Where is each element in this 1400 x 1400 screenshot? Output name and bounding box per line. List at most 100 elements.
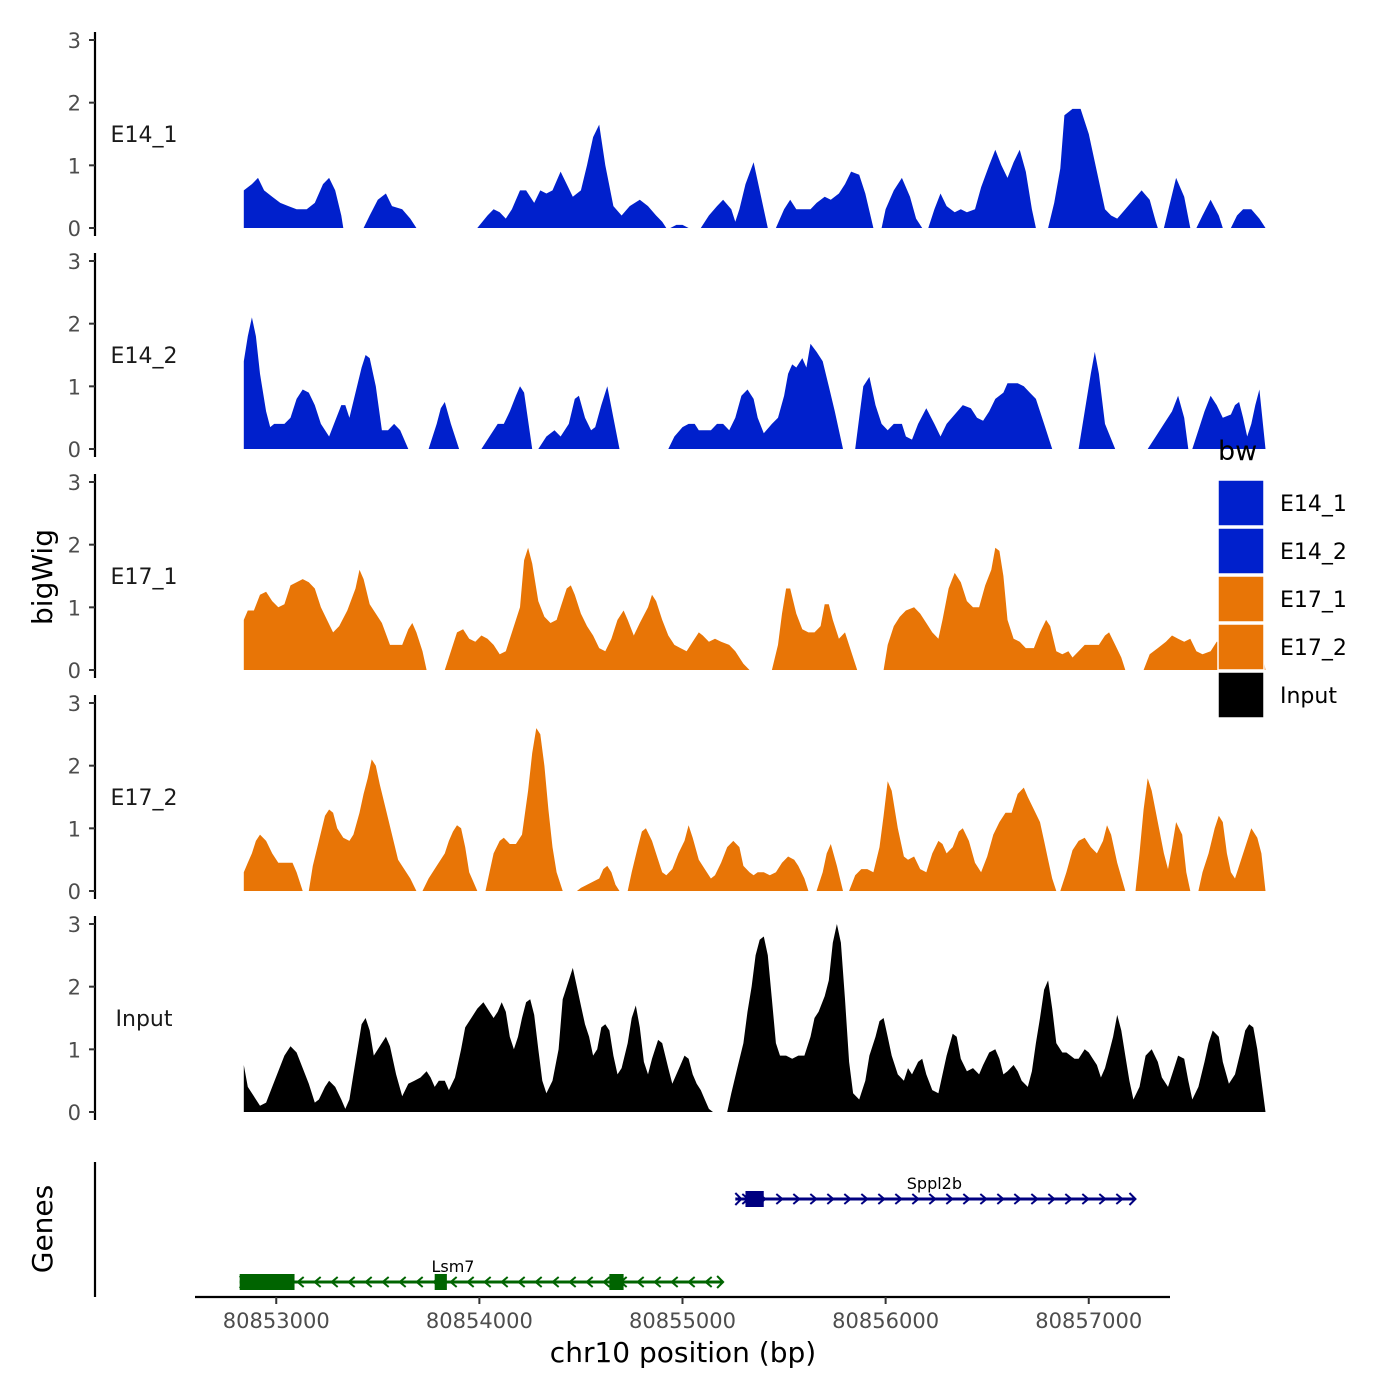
y-tick-label: 3: [68, 250, 81, 274]
y-tick-label: 2: [68, 755, 81, 779]
strand-arrow: [636, 1276, 645, 1288]
y-tick-label: 3: [68, 913, 81, 937]
strand-arrow: [996, 1193, 1005, 1205]
strand-arrow: [398, 1276, 407, 1288]
x-axis-title: chr10 position (bp): [550, 1336, 816, 1369]
y-tick-label: 1: [68, 596, 81, 620]
strand-arrow: [1064, 1193, 1073, 1205]
strand-arrow: [534, 1276, 543, 1288]
strand-arrow: [483, 1276, 492, 1288]
gene-end-cap: [1128, 1192, 1137, 1206]
strand-arrow: [775, 1193, 784, 1205]
strand-arrow: [792, 1193, 801, 1205]
strand-arrow: [877, 1193, 886, 1205]
exon: [239, 1274, 295, 1290]
x-tick-label: 80854000: [426, 1309, 533, 1333]
gene-lsm7: Lsm7: [238, 1257, 725, 1290]
legend-swatch: [1217, 527, 1265, 575]
legend-swatch: [1217, 623, 1265, 671]
legend-label: E17_2: [1280, 636, 1347, 661]
strand-arrow: [962, 1193, 971, 1205]
strand-arrow: [551, 1276, 560, 1288]
strand-arrow: [568, 1276, 577, 1288]
strand-arrow: [653, 1276, 662, 1288]
strand-arrow: [945, 1193, 954, 1205]
strand-arrow: [1115, 1193, 1124, 1205]
legend: bw E14_1 E14_2 E17_1 E17_2 Input: [1217, 436, 1347, 719]
strand-arrow: [843, 1193, 852, 1205]
strand-arrow: [979, 1193, 988, 1205]
strand-arrow: [911, 1193, 920, 1205]
strand-arrow: [894, 1193, 903, 1205]
y-tick-label: 0: [68, 880, 81, 904]
y-tick-label: 2: [68, 313, 81, 337]
y-tick-label: 0: [68, 1101, 81, 1125]
strand-arrow: [347, 1276, 356, 1288]
x-tick-label: 80855000: [629, 1309, 736, 1333]
strand-arrow: [1047, 1193, 1056, 1205]
strand-arrow: [500, 1276, 509, 1288]
coverage-area: [243, 728, 1266, 891]
coverage-area: [243, 108, 1266, 228]
y-tick-label: 1: [68, 375, 81, 399]
y-tick-label: 1: [68, 154, 81, 178]
track-panel-input: 0 1 2 3 Input: [68, 913, 1266, 1125]
coverage-area: [243, 317, 1266, 449]
legend-swatch: [1217, 575, 1265, 623]
legend-swatch: [1217, 671, 1265, 719]
track-panel-e14-2: 0 1 2 3 E14_2: [68, 250, 1266, 462]
strand-arrow: [585, 1276, 594, 1288]
exon: [434, 1274, 447, 1290]
y-tick-label: 0: [68, 217, 81, 241]
y-tick-label: 1: [68, 1038, 81, 1062]
y-tick-label: 2: [68, 976, 81, 1000]
legend-swatch: [1217, 479, 1265, 527]
track-panels: 0 1 2 3 E14_1 0 1 2 3 E14_2 0 1 2 3 E17_1 0 1 2 3 E17_2 0 1 2 3…: [68, 29, 1266, 1125]
strand-arrow: [517, 1276, 526, 1288]
strand-arrow: [1098, 1193, 1107, 1205]
track-label: Input: [116, 1007, 173, 1032]
genes-axis-title: Genes: [26, 1185, 59, 1273]
track-label: E17_2: [111, 786, 178, 811]
y-tick-label: 0: [68, 659, 81, 683]
strand-arrow: [364, 1276, 373, 1288]
track-panel-e17-1: 0 1 2 3 E17_1: [68, 471, 1266, 683]
x-axis: 80853000 80854000 80855000 80856000 80857000: [195, 1295, 1170, 1333]
strand-arrow: [928, 1193, 937, 1205]
y-tick-label: 3: [68, 471, 81, 495]
strand-arrow: [1030, 1193, 1039, 1205]
strand-arrow: [313, 1276, 322, 1288]
track-panel-e14-1: 0 1 2 3 E14_1: [68, 29, 1266, 241]
coverage-area: [243, 924, 1266, 1112]
strand-arrow: [330, 1276, 339, 1288]
track-label: E14_2: [111, 344, 178, 369]
gene-label: Sppl2b: [907, 1174, 962, 1193]
y-tick-label: 2: [68, 92, 81, 116]
strand-arrow: [860, 1193, 869, 1205]
strand-arrow: [296, 1276, 305, 1288]
strand-arrow: [1013, 1193, 1022, 1205]
exon: [609, 1274, 624, 1290]
track-label: E14_1: [111, 123, 178, 148]
track-label: E17_1: [111, 565, 178, 590]
strand-arrow: [415, 1276, 424, 1288]
coverage-area: [243, 547, 1266, 670]
legend-label: Input: [1280, 684, 1337, 709]
track-panel-e17-2: 0 1 2 3 E17_2: [68, 692, 1266, 904]
y-tick-label: 2: [68, 534, 81, 558]
strand-arrow: [704, 1276, 713, 1288]
strand-arrow: [1081, 1193, 1090, 1205]
strand-arrow: [809, 1193, 818, 1205]
strand-arrow: [381, 1276, 390, 1288]
gene-end-cap: [716, 1275, 725, 1289]
y-tick-label: 0: [68, 438, 81, 462]
x-tick-label: 80857000: [1035, 1309, 1142, 1333]
strand-arrow: [826, 1193, 835, 1205]
y-tick-label: 3: [68, 29, 81, 53]
x-tick-label: 80853000: [223, 1309, 330, 1333]
strand-arrow: [449, 1276, 458, 1288]
gene-label: Lsm7: [431, 1257, 474, 1276]
strand-arrow: [687, 1276, 696, 1288]
exon: [745, 1191, 764, 1207]
